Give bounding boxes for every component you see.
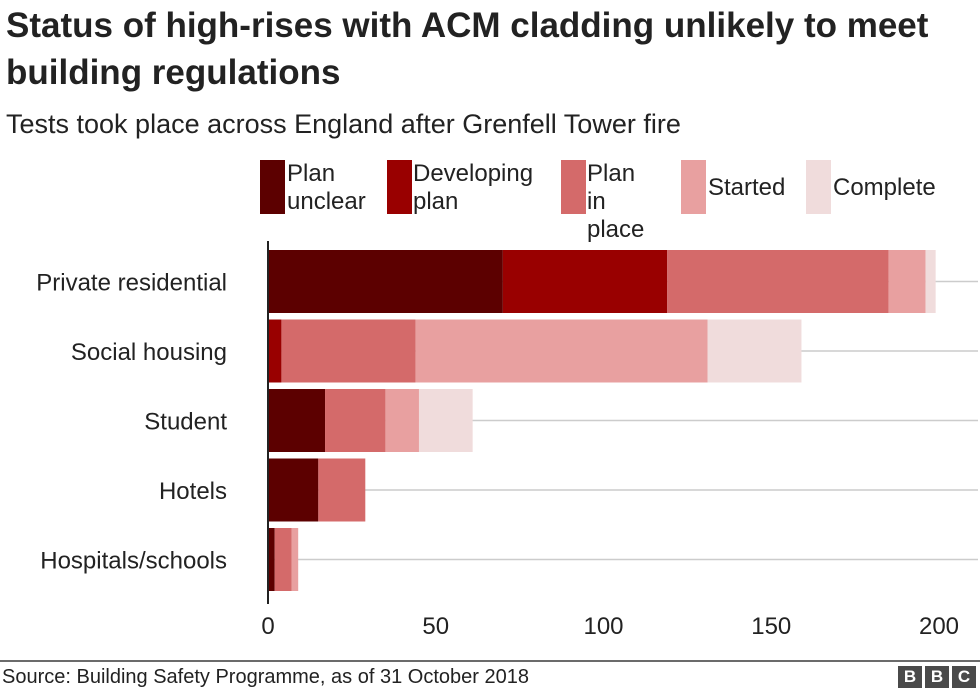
chart-title: Status of high-rises with ACM cladding u… bbox=[6, 6, 929, 92]
chart-subtitle: Tests took place across England after Gr… bbox=[6, 109, 681, 139]
bar-segment bbox=[274, 528, 292, 591]
bbc-logo-letter: B bbox=[925, 666, 949, 688]
legend-label: Complete bbox=[833, 174, 936, 201]
bar-segment bbox=[385, 389, 419, 452]
legend-label: Started bbox=[708, 174, 786, 201]
legend-label: Plan in place bbox=[587, 160, 645, 243]
bar-segment bbox=[268, 250, 503, 313]
footer-divider bbox=[0, 660, 980, 662]
x-tick-label: 0 bbox=[261, 613, 274, 640]
bbc-logo-letter: B bbox=[898, 666, 922, 688]
x-tick-label: 50 bbox=[422, 613, 449, 640]
bar-segment bbox=[268, 458, 319, 522]
category-label: Private residential bbox=[36, 270, 227, 297]
x-tick-label: 150 bbox=[751, 613, 791, 640]
bar-segment bbox=[707, 319, 802, 383]
bar-segment bbox=[268, 319, 282, 383]
category-label: Hospitals/schools bbox=[40, 548, 227, 575]
bar-segment bbox=[667, 250, 889, 313]
x-tick-label: 200 bbox=[919, 613, 959, 640]
legend-swatch bbox=[806, 160, 831, 214]
bar-segment bbox=[268, 389, 326, 452]
bar-segment bbox=[418, 389, 473, 452]
legend-swatch bbox=[681, 160, 706, 214]
chart-plot: Private residential Social housing Student… bbox=[36, 241, 978, 640]
bbc-logo-letter: C bbox=[952, 666, 976, 688]
x-tick-label: 100 bbox=[583, 613, 623, 640]
category-label: Student bbox=[144, 409, 227, 436]
legend-label: Developing plan bbox=[413, 160, 534, 215]
bar-segment bbox=[888, 250, 926, 313]
bar-segment bbox=[415, 319, 708, 383]
bar-segment bbox=[325, 389, 386, 452]
bar-segment bbox=[281, 319, 416, 383]
source-note: Source: Building Safety Programme, as of… bbox=[2, 666, 529, 688]
bar-segment bbox=[318, 458, 366, 522]
category-label: Social housing bbox=[71, 339, 227, 366]
legend-swatch bbox=[260, 160, 285, 214]
legend-swatch bbox=[387, 160, 412, 214]
bar-segment bbox=[925, 250, 936, 313]
category-label: Hotels bbox=[159, 478, 227, 505]
bar-segment bbox=[291, 528, 299, 591]
bar-segment bbox=[502, 250, 668, 313]
legend-swatch bbox=[561, 160, 586, 214]
legend-label: Plan unclear bbox=[287, 160, 366, 215]
bbc-logo: B B C bbox=[898, 666, 976, 688]
bar-segment bbox=[268, 528, 275, 591]
